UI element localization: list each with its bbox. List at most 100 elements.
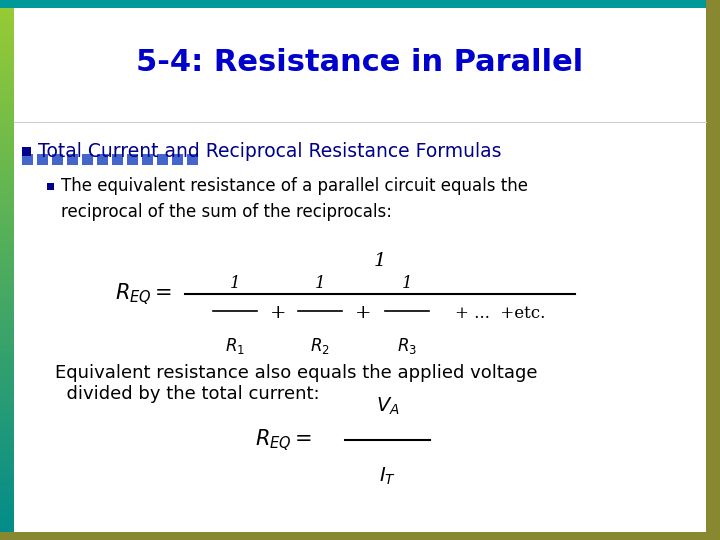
Text: $R_3$: $R_3$: [397, 336, 417, 356]
Bar: [0, 269, 14, 273]
Text: $I_T$: $I_T$: [379, 466, 396, 487]
Bar: [0, 518, 14, 521]
Bar: [0, 232, 14, 235]
Bar: [0, 402, 14, 405]
Bar: [0, 143, 14, 146]
Bar: [0, 218, 14, 221]
Bar: [0, 296, 14, 300]
Bar: [0, 261, 14, 265]
Bar: [0, 116, 14, 119]
Bar: [0, 110, 14, 113]
Bar: [0, 437, 14, 440]
Bar: [0, 342, 14, 346]
Text: 1: 1: [315, 275, 325, 292]
Bar: [0, 537, 14, 540]
Bar: [0, 307, 14, 310]
Text: $R_{EQ}=$: $R_{EQ}=$: [115, 281, 172, 307]
Bar: [0, 499, 14, 502]
Bar: [706, 0, 720, 540]
Bar: [0, 431, 14, 435]
Bar: [0, 286, 14, 289]
Bar: [0, 491, 14, 494]
Bar: [0, 340, 14, 343]
Bar: [0, 305, 14, 308]
Bar: [0, 418, 14, 421]
Bar: [0, 75, 14, 78]
Bar: [0, 151, 14, 154]
Bar: [0, 153, 14, 157]
Bar: [0, 480, 14, 483]
Bar: [157, 154, 168, 165]
Bar: [0, 372, 14, 375]
Bar: [0, 477, 14, 481]
Bar: [0, 172, 14, 176]
Bar: [0, 62, 14, 65]
Bar: [0, 323, 14, 327]
Bar: [0, 272, 14, 275]
Bar: [0, 534, 14, 537]
Bar: [0, 40, 14, 43]
Bar: [22, 147, 30, 156]
Bar: [0, 8, 14, 11]
Bar: [0, 259, 14, 262]
Bar: [0, 226, 14, 230]
Bar: [0, 48, 14, 51]
Bar: [0, 483, 14, 486]
Bar: [0, 0, 720, 8]
Bar: [0, 134, 14, 138]
Bar: [0, 221, 14, 224]
Bar: [0, 21, 14, 24]
Bar: [0, 475, 14, 478]
Bar: [0, 170, 14, 173]
Text: Equivalent resistance also equals the applied voltage: Equivalent resistance also equals the ap…: [55, 363, 538, 382]
Bar: [0, 224, 14, 227]
Bar: [0, 156, 14, 159]
Bar: [0, 175, 14, 178]
Bar: [0, 205, 14, 208]
Bar: [0, 434, 14, 437]
Bar: [0, 415, 14, 418]
Text: + ...  +etc.: + ... +etc.: [455, 305, 545, 322]
Bar: [0, 99, 14, 103]
Bar: [0, 53, 14, 57]
Bar: [0, 67, 14, 70]
Bar: [0, 386, 14, 389]
Bar: [0, 423, 14, 427]
Bar: [0, 359, 14, 362]
Bar: [0, 332, 14, 335]
Bar: [0, 183, 14, 186]
Bar: [0, 383, 14, 386]
Bar: [0, 361, 14, 365]
Bar: [0, 16, 14, 19]
Bar: [0, 488, 14, 491]
Bar: [67, 154, 78, 165]
Bar: [0, 364, 14, 367]
Bar: [0, 180, 14, 184]
Bar: [0, 253, 14, 256]
Bar: [0, 64, 14, 68]
Bar: [0, 145, 14, 149]
Bar: [0, 532, 720, 540]
Bar: [0, 294, 14, 297]
Bar: [0, 299, 14, 302]
Text: $R_2$: $R_2$: [310, 336, 330, 356]
Bar: [0, 199, 14, 202]
Bar: [0, 26, 14, 30]
Bar: [0, 229, 14, 232]
Bar: [0, 105, 14, 108]
Bar: [0, 280, 14, 284]
Bar: [0, 207, 14, 211]
Bar: [0, 404, 14, 408]
Bar: [0, 248, 14, 251]
Bar: [0, 164, 14, 167]
Bar: [0, 531, 14, 535]
Bar: [0, 118, 14, 122]
Bar: [0, 472, 14, 475]
Bar: [0, 377, 14, 381]
Bar: [0, 504, 14, 508]
Bar: [0, 450, 14, 454]
Bar: [0, 35, 14, 38]
Bar: [0, 72, 14, 76]
Bar: [0, 426, 14, 429]
Bar: [0, 461, 14, 464]
